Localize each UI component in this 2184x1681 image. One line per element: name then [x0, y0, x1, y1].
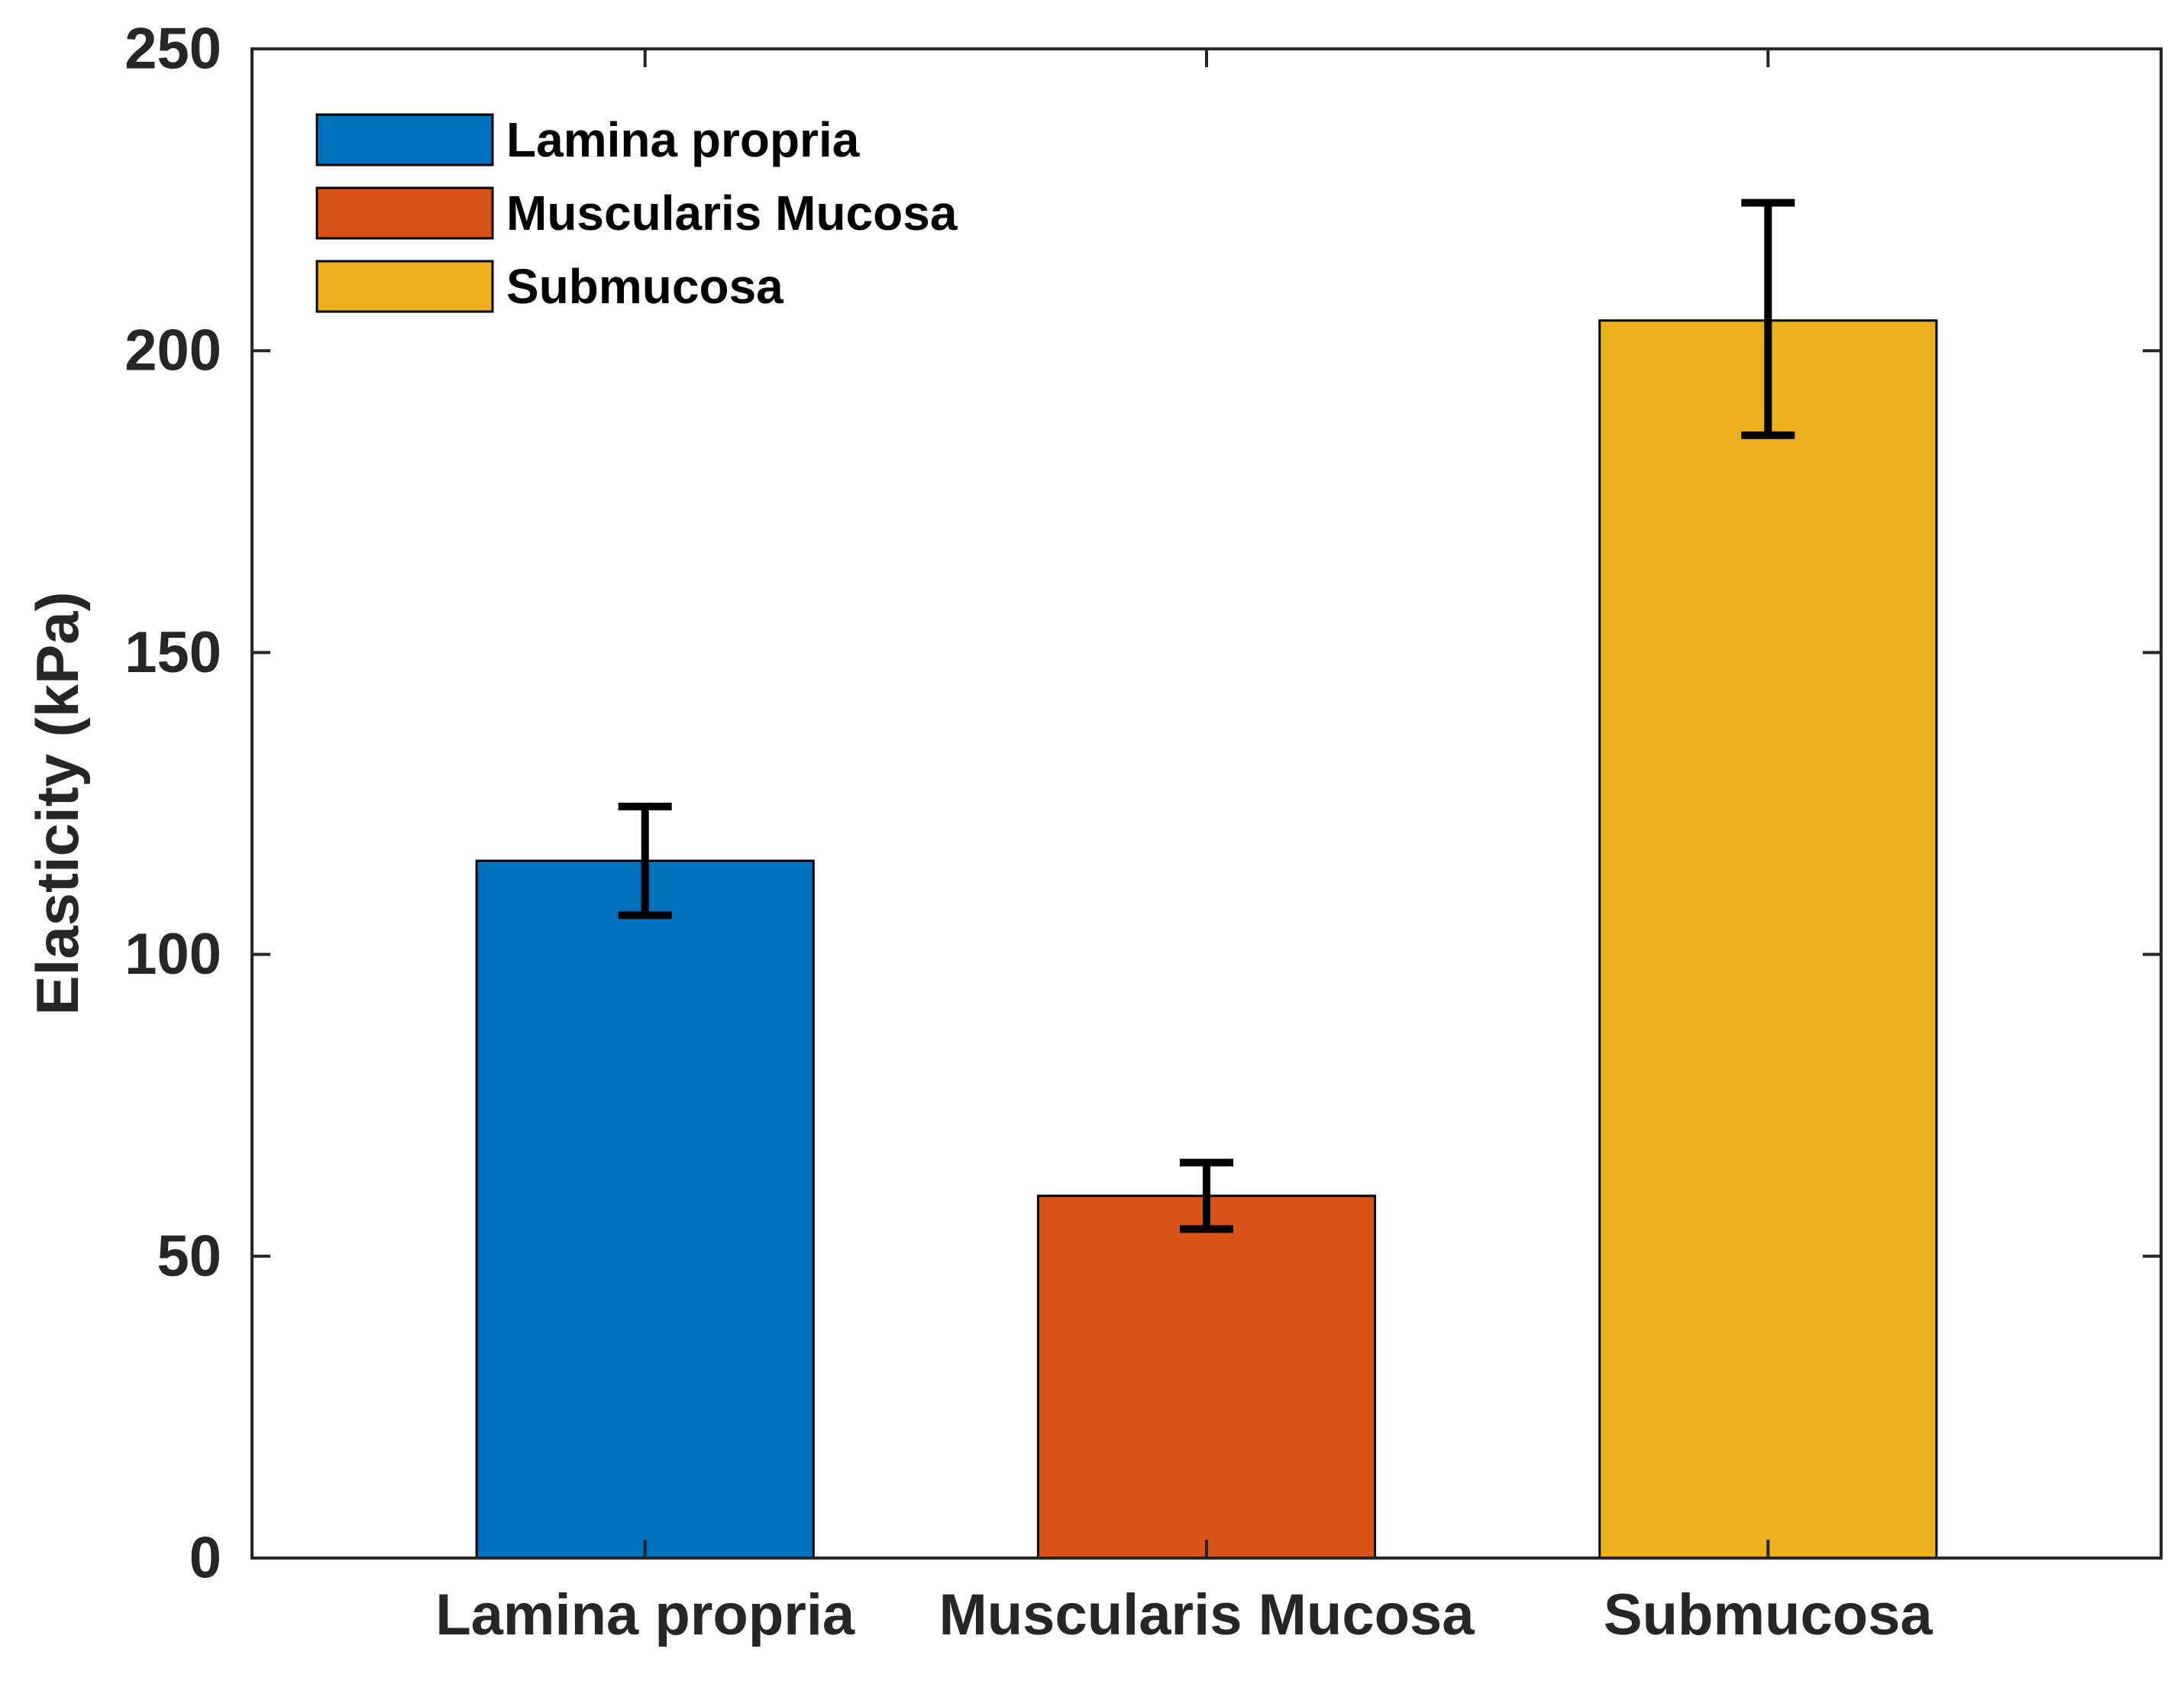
bar-muscularis-mucosa	[1036, 1194, 1377, 1560]
legend-swatch-submucosa	[315, 260, 494, 313]
legend-swatch-lamina-propria	[315, 113, 494, 166]
x-tick-labels: Lamina propria Muscularis Mucosa Submucosa	[435, 1582, 1933, 1647]
x-tick-label-submucosa: Submucosa	[1604, 1582, 1933, 1647]
y-tick-label: 100	[124, 922, 221, 987]
legend-label-submucosa: Submucosa	[506, 259, 783, 314]
bar-submucosa	[1598, 319, 1938, 1560]
legend-item-submucosa: Submucosa	[315, 259, 783, 314]
error-bars-layer	[618, 199, 1795, 1233]
y-tick-label: 50	[157, 1224, 221, 1288]
legend-item-muscularis-mucosa: Muscularis Mucosa	[315, 186, 958, 241]
ticks-layer	[252, 47, 2161, 1560]
legend-item-lamina-propria: Lamina propria	[315, 112, 860, 167]
legend-swatch-muscularis-mucosa	[315, 186, 494, 240]
legend: Lamina propria Muscularis Mucosa Submucosa	[315, 112, 958, 314]
legend-label-muscularis-mucosa: Muscularis Mucosa	[506, 186, 958, 241]
x-tick-label-lamina-propria: Lamina propria	[435, 1582, 855, 1647]
bar-lamina-propria	[475, 859, 815, 1560]
x-tick-label-muscularis-mucosa: Muscularis Mucosa	[939, 1582, 1475, 1647]
bars-layer	[475, 319, 1938, 1560]
y-tick-label: 150	[124, 620, 221, 685]
legend-label-lamina-propria: Lamina propria	[506, 112, 860, 167]
y-tick-label: 0	[189, 1526, 221, 1591]
y-axis-title: Elasticity (kPa)	[24, 592, 91, 1016]
y-tick-labels: 0 50 100 150 200 250	[124, 17, 221, 1591]
y-tick-label: 250	[124, 17, 221, 82]
y-tick-label: 200	[124, 318, 221, 383]
